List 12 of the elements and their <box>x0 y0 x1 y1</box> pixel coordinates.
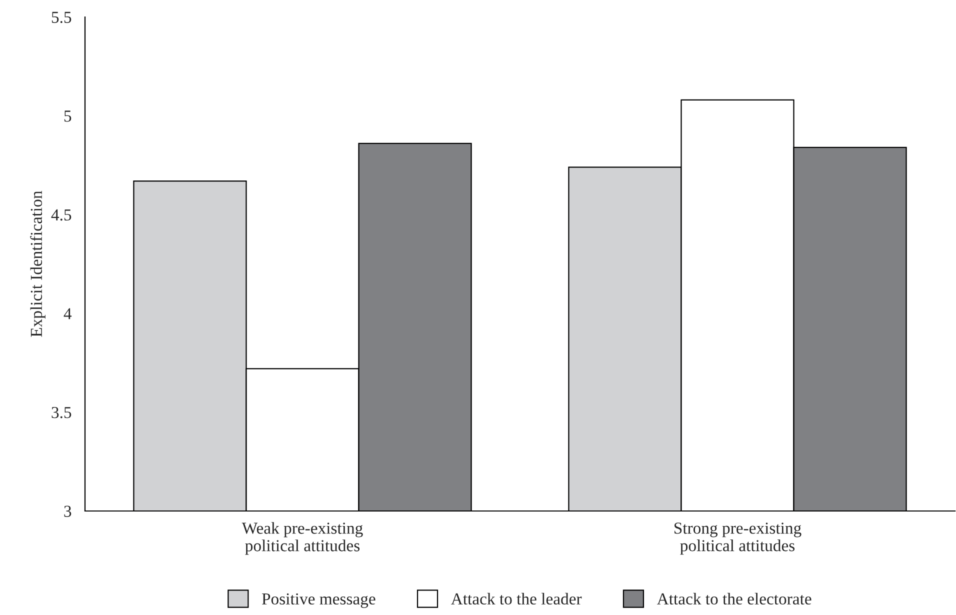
y-tick-label: 3.5 <box>52 406 72 418</box>
y-axis-title: Explicit Identification <box>30 190 46 337</box>
legend-label: Attack to the electorate <box>656 592 812 605</box>
legend-label: Positive message <box>262 593 376 608</box>
y-tick-label: 5.5 <box>52 12 72 24</box>
y-tick-label: 5 <box>64 110 72 122</box>
legend-label: Attack to the leader <box>451 592 582 605</box>
x-tick-label: Weak pre-existing political attitudes <box>242 522 363 555</box>
y-tick-label: 3 <box>64 506 72 517</box>
x-tick-label: Strong pre-existing political attitudes <box>674 522 802 555</box>
y-tick-label: 4.5 <box>51 209 72 221</box>
y-tick-label: 4 <box>64 308 72 320</box>
